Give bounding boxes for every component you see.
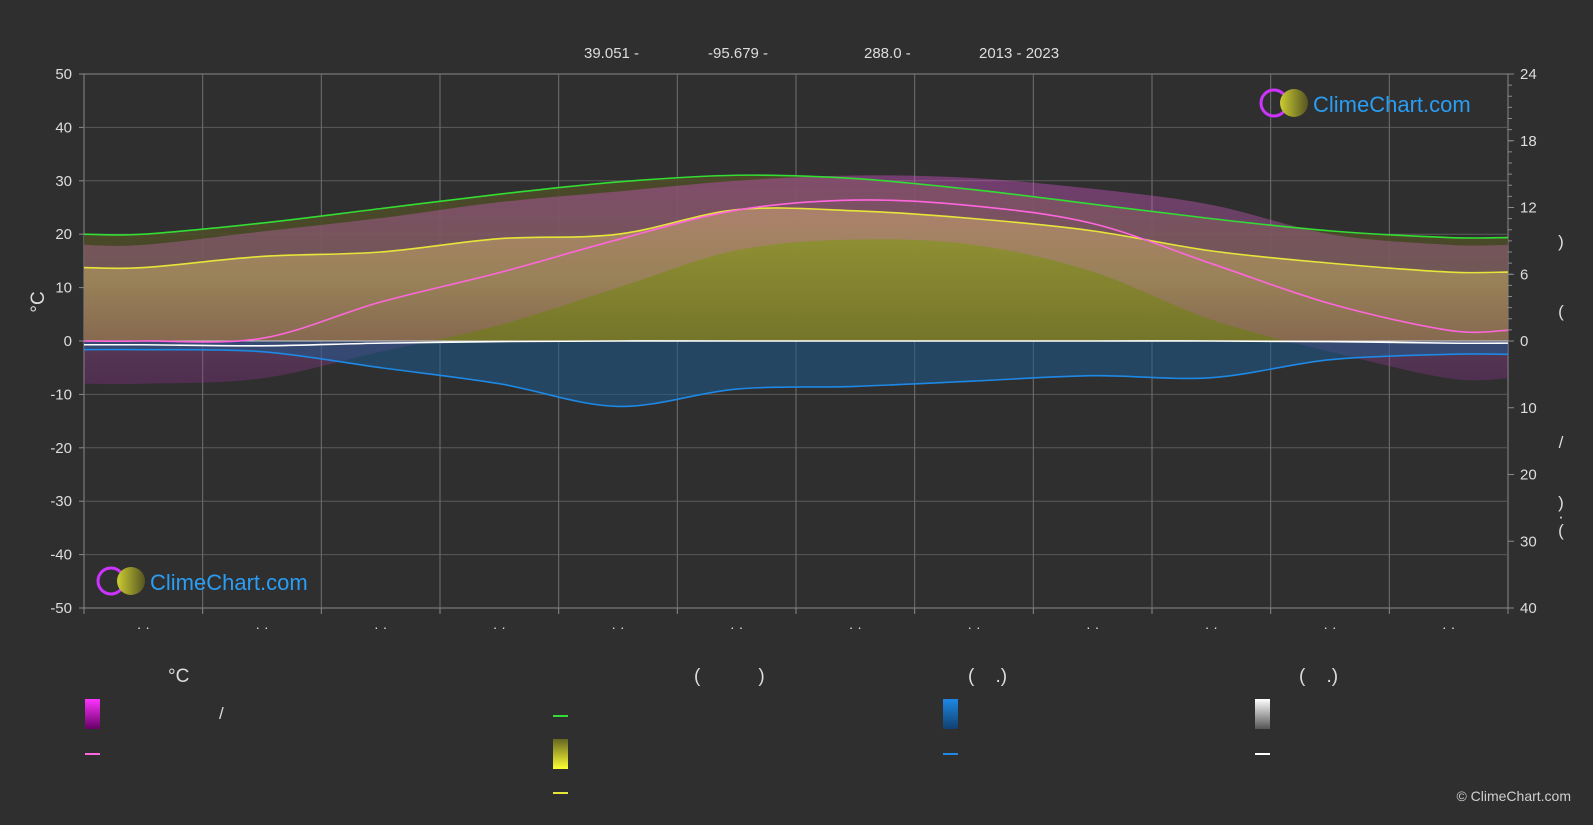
- right-axis-tick-label: 18: [1520, 133, 1537, 150]
- right-axis-glyph: ): [1558, 232, 1564, 251]
- month-tick-label: · ·: [611, 619, 624, 635]
- legend-header-sun: ( ): [694, 666, 765, 687]
- right-axis-tick-label: 12: [1520, 200, 1537, 217]
- left-axis-tick-label: 20: [55, 226, 72, 243]
- right-axis-tick-label: 6: [1520, 266, 1528, 283]
- left-axis-tick-label: -30: [50, 493, 72, 510]
- logo-sun-icon: [117, 567, 145, 595]
- rain-band: [84, 341, 1508, 407]
- snow-mean-line: [84, 340, 1508, 347]
- month-tick-label: · ·: [1442, 619, 1455, 635]
- month-tick-label: · ·: [1323, 619, 1336, 635]
- legend-swatch-temp-range: [85, 699, 100, 729]
- left-axis-tick-label: 30: [55, 173, 72, 190]
- daylight-line: [84, 174, 1508, 239]
- header-lat: 39.051 -: [584, 45, 639, 62]
- month-tick-label: · ·: [255, 619, 268, 635]
- legend-swatch-snow: [1255, 699, 1270, 729]
- sunshine-line: [84, 207, 1508, 274]
- header-lon: -95.679 -: [708, 45, 768, 62]
- brand-name: ClimeChart.com: [150, 570, 308, 595]
- header-elevation: 288.0 -: [864, 45, 911, 62]
- legend-swatch-rain: [943, 699, 958, 729]
- left-axis-tick-label: -10: [50, 386, 72, 403]
- legend-header-snow: ( .): [1299, 666, 1339, 687]
- left-axis-tick-label: -40: [50, 547, 72, 564]
- chart-lines: [84, 174, 1508, 408]
- right-axis-tick-label: 30: [1520, 533, 1537, 550]
- right-axis-tick-label: 24: [1520, 66, 1537, 83]
- right-axis-glyph: (: [1558, 302, 1564, 321]
- brand-logo-top[interactable]: ClimeChart.com: [1259, 88, 1471, 118]
- month-tick-label: · ·: [730, 619, 743, 635]
- month-tick-label: · ·: [967, 619, 980, 635]
- left-axis-tick-label: 10: [55, 280, 72, 297]
- logo-sun-icon: [1280, 89, 1308, 117]
- header-years: 2013 - 2023: [979, 45, 1059, 62]
- right-axis-tick-label: 40: [1520, 600, 1537, 617]
- right-axis-glyph: /: [1559, 433, 1564, 452]
- legend-swatch-sunshine: [553, 739, 568, 769]
- legend-header-temperature: °C: [168, 666, 190, 687]
- right-axis-glyph: ): [1558, 493, 1564, 512]
- brand-logo-bottom[interactable]: ClimeChart.com: [96, 566, 308, 596]
- left-axis-tick-label: -20: [50, 440, 72, 457]
- temperature-mean-line: [84, 199, 1508, 343]
- month-tick-label: · ·: [849, 619, 862, 635]
- right-axis-tick-label: 0: [1520, 333, 1528, 350]
- copyright-text: © ClimeChart.com: [1456, 788, 1571, 804]
- legend-header-rain: ( .): [968, 666, 1008, 687]
- left-axis-tick-label: -50: [50, 600, 72, 617]
- left-axis-tick-label: 50: [55, 66, 72, 83]
- month-tick-label: · ·: [493, 619, 506, 635]
- right-axis-tick-label: 10: [1520, 400, 1537, 417]
- chart-axes: 50 40 30 20 10 0 -10 -20 -30 -40 -50 24 18 12 6 0 10 20 30…: [50, 66, 1536, 635]
- month-tick-label: · ·: [1205, 619, 1218, 635]
- rain-mean-line: [84, 348, 1508, 408]
- temperature-range-band: [84, 175, 1508, 385]
- left-axis-tick-label: 0: [64, 333, 72, 350]
- month-tick-label: · ·: [1086, 619, 1099, 635]
- left-axis-tick-label: 40: [55, 119, 72, 136]
- brand-name: ClimeChart.com: [1313, 92, 1471, 117]
- chart-bands: [84, 175, 1508, 407]
- right-axis-glyph: ·: [1558, 507, 1564, 526]
- left-axis-label: °C: [28, 291, 49, 312]
- right-axis-glyph: (: [1558, 521, 1564, 540]
- right-axis-tick-label: 20: [1520, 467, 1537, 484]
- month-tick-label: · ·: [137, 619, 150, 635]
- legend-item-temp-range: /: [219, 704, 224, 723]
- month-tick-label: · ·: [374, 619, 387, 635]
